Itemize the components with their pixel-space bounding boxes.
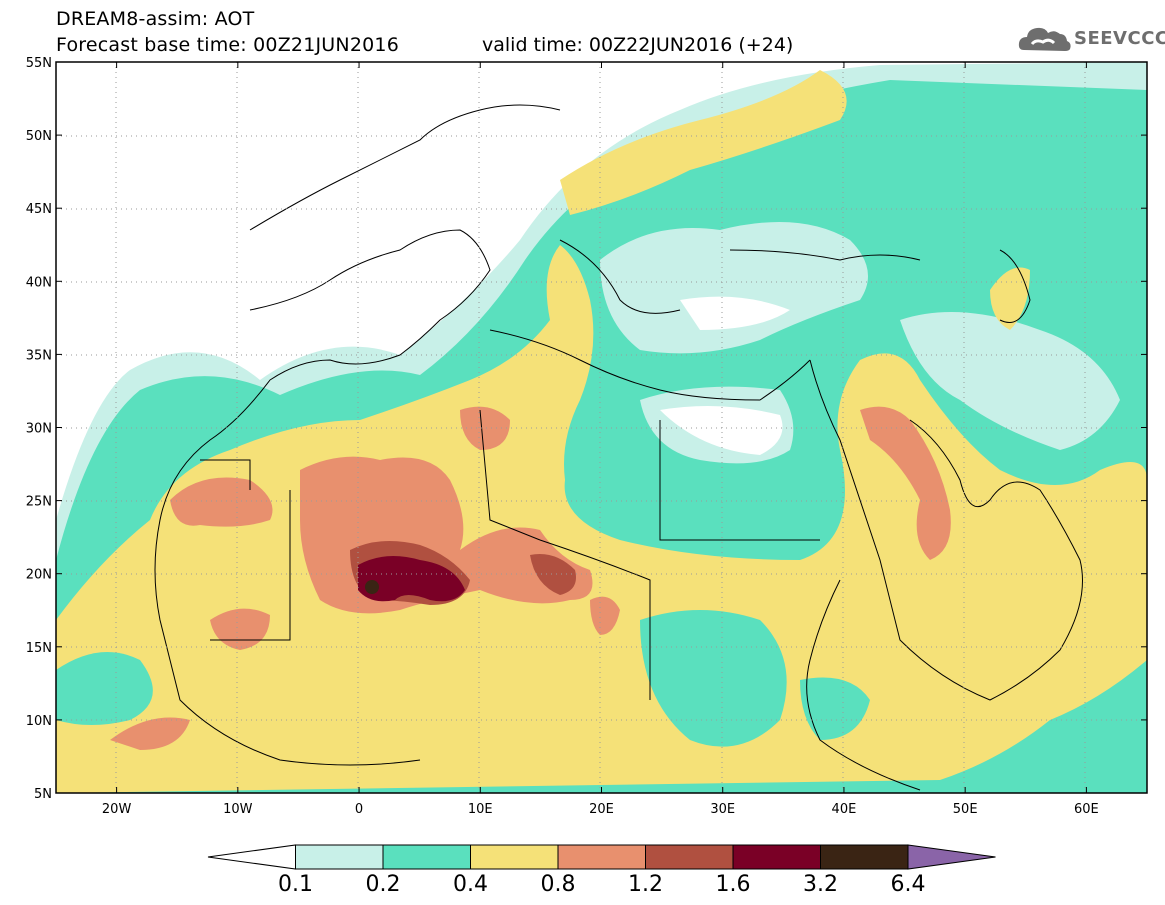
- cloud-icon: [1018, 27, 1071, 51]
- lon-labels: 20W 10W 0 10E 20E 30E 40E 50E 60E: [102, 802, 1099, 817]
- colorbar-box: [557, 844, 646, 870]
- lon-label: 10W: [223, 802, 253, 817]
- colorbar-arrow-low: [207, 844, 296, 870]
- lon-label: 30E: [710, 802, 735, 817]
- lat-label: 15N: [26, 641, 52, 656]
- colorbar-box: [382, 844, 471, 870]
- lat-label: 50N: [26, 129, 52, 144]
- aot-field: [56, 62, 1147, 793]
- lat-label: 35N: [26, 348, 52, 363]
- lon-label: 20W: [102, 802, 132, 817]
- lon-label: 20E: [589, 802, 614, 817]
- colorbar-label: 0.1: [278, 872, 313, 897]
- lat-label: 55N: [26, 56, 52, 71]
- lon-label: 40E: [832, 802, 857, 817]
- colorbar-box: [295, 844, 384, 870]
- colorbar-label: 1.2: [628, 872, 663, 897]
- lat-labels: 55N 50N 45N 40N 35N 30N 25N 20N 15N 10N 5N: [26, 56, 52, 802]
- logo-text: SEEVCCC: [1074, 28, 1165, 49]
- lat-label: 25N: [26, 495, 52, 510]
- lat-label: 30N: [26, 422, 52, 437]
- colorbar-label: 6.4: [891, 872, 926, 897]
- axis-ticks: [56, 61, 1147, 794]
- colorbar-label: 0.2: [366, 872, 401, 897]
- colorbar-box: [820, 844, 909, 870]
- gridlines: [56, 62, 1147, 793]
- colorbar-label: 3.2: [803, 872, 838, 897]
- colorbar: 0.1 0.2 0.4 0.8 1.2 1.6 3.2 6.4: [207, 844, 996, 897]
- valid-time: valid time: 00Z22JUN2016 (+24): [482, 34, 794, 56]
- lon-label: 10E: [468, 802, 493, 817]
- lat-label: 10N: [26, 714, 52, 729]
- map-title: DREAM8-assim: AOT: [56, 8, 255, 30]
- colorbar-box: [732, 844, 821, 870]
- colorbar-label: 1.6: [716, 872, 751, 897]
- forecast-base-time: Forecast base time: 00Z21JUN2016: [56, 34, 399, 56]
- seevccc-logo: SEEVCCC: [1016, 20, 1165, 60]
- lon-label: 60E: [1074, 802, 1099, 817]
- colorbar-label: 0.8: [541, 872, 576, 897]
- lat-label: 20N: [26, 568, 52, 583]
- lon-label: 50E: [953, 802, 978, 817]
- lat-label: 5N: [34, 787, 52, 802]
- lon-label: 0: [355, 802, 363, 817]
- colorbar-label: 0.4: [453, 872, 488, 897]
- coastlines: [154, 104, 1083, 791]
- lat-label: 45N: [26, 202, 52, 217]
- colorbar-box: [470, 844, 559, 870]
- colorbar-box: [645, 844, 734, 870]
- colorbar-arrow-high: [907, 844, 996, 870]
- lat-label: 40N: [26, 275, 52, 290]
